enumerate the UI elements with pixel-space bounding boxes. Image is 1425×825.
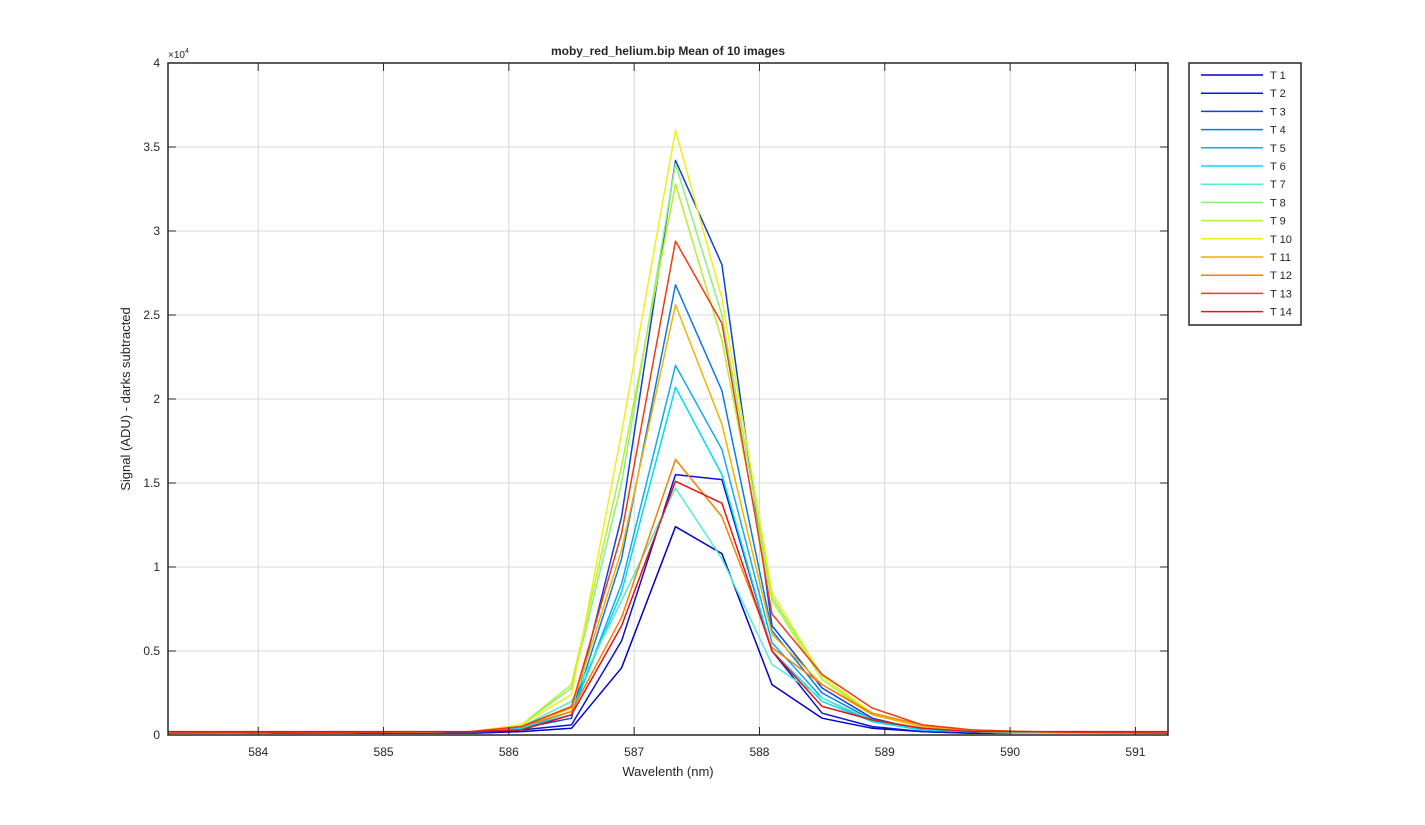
legend-entry-5: T 5 (1201, 143, 1286, 155)
legend-entry-11: T 11 (1201, 252, 1291, 264)
legend-entry-13: T 13 (1201, 288, 1292, 300)
y-tick-label: 2 (153, 392, 160, 406)
y-tick-label: 1.5 (143, 476, 160, 490)
chart-title: moby_red_helium.bip Mean of 10 images (551, 44, 785, 58)
y-tick-labels: 0 0.5 1 1.5 2 2.5 3 3.5 4 (143, 56, 160, 742)
x-tick-labels: 584 585 586 587 588 589 590 591 (248, 745, 1146, 759)
legend-entry-6: T 6 (1201, 161, 1286, 173)
x-tick-label: 587 (624, 745, 644, 759)
legend-label: T 9 (1270, 216, 1286, 228)
legend-label: T 10 (1270, 234, 1292, 246)
legend-label: T 13 (1270, 288, 1292, 300)
x-tick-label: 585 (374, 745, 394, 759)
axis-ticks (168, 62, 1168, 736)
y-tick-label: 1 (153, 560, 160, 574)
legend: T 1 T 2 T 3 T 4 T 5 T 6 T 7 T 8 T 9 T 10 T 11 T 12 T… (1188, 62, 1302, 326)
x-tick-label: 584 (248, 745, 268, 759)
legend-entry-14: T 14 (1201, 307, 1292, 319)
y-exponent-label: ×104 (168, 48, 189, 61)
y-tick-label: 4 (153, 56, 160, 70)
legend-label: T 4 (1270, 125, 1286, 137)
legend-label: T 7 (1270, 179, 1286, 191)
y-tick-label: 0.5 (143, 644, 160, 658)
y-axis-label: Signal (ADU) - darks subtracted (118, 307, 133, 491)
y-tick-label: 3.5 (143, 140, 160, 154)
legend-box (1188, 62, 1302, 326)
x-tick-label: 589 (875, 745, 895, 759)
x-axis-label: Wavelenth (nm) (622, 764, 713, 779)
series-lines (167, 129, 1169, 735)
legend-entry-9: T 9 (1201, 216, 1286, 228)
legend-label: T 6 (1270, 161, 1286, 173)
legend-label: T 12 (1270, 270, 1292, 282)
legend-entry-3: T 3 (1201, 106, 1286, 118)
legend-entry-4: T 4 (1201, 125, 1286, 137)
x-tick-label: 588 (749, 745, 769, 759)
legend-label: T 5 (1270, 143, 1286, 155)
legend-label: T 14 (1270, 307, 1292, 319)
legend-label: T 8 (1270, 197, 1286, 209)
y-tick-label: 2.5 (143, 308, 160, 322)
legend-entry-12: T 12 (1201, 270, 1292, 282)
legend-entry-8: T 8 (1201, 197, 1286, 209)
x-tick-label: 586 (499, 745, 519, 759)
series-line-13 (167, 240, 1169, 735)
legend-entry-1: T 1 (1201, 70, 1286, 82)
legend-entry-10: T 10 (1201, 234, 1292, 246)
legend-label: T 2 (1270, 88, 1286, 100)
legend-entry-7: T 7 (1201, 179, 1286, 191)
y-tick-label: 3 (153, 224, 160, 238)
x-tick-label: 590 (1000, 745, 1020, 759)
series-line-14 (168, 480, 1168, 733)
x-tick-label: 591 (1125, 745, 1145, 759)
legend-label: T 3 (1270, 106, 1286, 118)
legend-label: T 1 (1270, 70, 1286, 82)
y-tick-label: 0 (153, 728, 160, 742)
legend-label: T 11 (1270, 252, 1291, 264)
legend-entry-2: T 2 (1201, 88, 1286, 100)
